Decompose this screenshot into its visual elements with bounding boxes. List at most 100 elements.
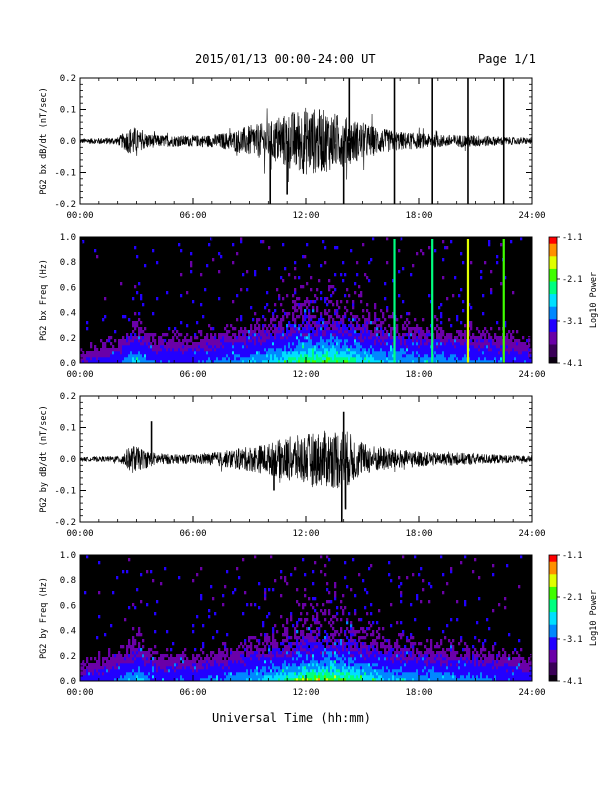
spectrogram-cell <box>242 357 245 361</box>
spectrogram-cell <box>406 345 409 349</box>
spectrogram-cell <box>486 357 489 361</box>
spectrogram-cell <box>154 675 157 679</box>
spectrogram-cell <box>326 321 329 325</box>
spectrogram-cell <box>156 600 159 604</box>
spectrogram-cell <box>330 354 333 358</box>
spectrogram-cell <box>152 312 155 316</box>
spectrogram-cell <box>360 291 363 295</box>
spectrogram-cell <box>482 357 485 361</box>
spectrogram-cell <box>362 342 365 346</box>
spectrogram-cell <box>104 633 107 637</box>
spectrogram-cell <box>306 669 309 673</box>
spectrogram-cell <box>292 333 295 337</box>
spectrogram-cell <box>506 360 509 364</box>
spectrogram-cell <box>228 669 231 673</box>
spectrogram-cell <box>356 336 359 340</box>
colorbar-step <box>549 249 557 253</box>
spectrogram-cell <box>342 354 345 358</box>
spectrogram-cell <box>388 315 391 319</box>
spectrogram-cell <box>168 339 171 343</box>
spectrogram-cell <box>422 357 425 361</box>
spectrogram-cell <box>296 339 299 343</box>
spectrogram-cell <box>284 651 287 655</box>
spectrogram-cell <box>452 294 455 298</box>
spectrogram-cell <box>490 336 493 340</box>
spectrogram-cell <box>244 675 247 679</box>
spectrogram-cell <box>294 672 297 676</box>
spectrogram-cell <box>336 330 339 334</box>
spectrogram-cell <box>358 663 361 667</box>
spectrogram-cell <box>200 669 203 673</box>
spectrogram-cell <box>96 360 99 364</box>
spectrogram-cell <box>320 297 323 301</box>
spectrogram-cell <box>344 669 347 673</box>
spectrogram-cell <box>382 357 385 361</box>
spectrogram-cell <box>330 648 333 652</box>
spectrogram-cell <box>242 660 245 664</box>
spectrogram-cell <box>276 348 279 352</box>
spectrogram-cell <box>302 339 305 343</box>
spectrogram-cell <box>496 351 499 355</box>
spectrogram-cell <box>486 342 489 346</box>
spectrogram-cell <box>368 342 371 346</box>
spectrogram-cell <box>448 336 451 340</box>
spectrogram-cell <box>302 654 305 658</box>
spectrogram-cell <box>128 678 131 682</box>
spectrogram-cell <box>84 672 87 676</box>
spectrogram-cell <box>258 651 261 655</box>
spectrogram-cell <box>178 660 181 664</box>
spectrogram-cell <box>456 348 459 352</box>
spectrogram-cell <box>228 336 231 340</box>
spectrogram-cell <box>136 675 139 679</box>
spectrogram-cell <box>238 351 241 355</box>
spectrogram-cell <box>324 327 327 331</box>
spectrogram-cell <box>418 336 421 340</box>
colorbar-step <box>549 360 557 364</box>
spectrogram-cell <box>186 663 189 667</box>
spectrogram-cell <box>512 354 515 358</box>
spectrogram-cell <box>304 360 307 364</box>
spectrogram-cell <box>98 672 101 676</box>
spectrogram-cell <box>248 675 251 679</box>
spectrogram-cell <box>90 672 93 676</box>
spectrogram-cell <box>104 348 107 352</box>
spectrogram-cell <box>372 351 375 355</box>
spectrogram-cell <box>484 357 487 361</box>
spectrogram-cell <box>210 342 213 346</box>
panel3-ytick-label: 0.1 <box>60 424 76 434</box>
spectrogram-cell <box>112 591 115 595</box>
spectrogram-cell <box>270 672 273 676</box>
spectrogram-cell <box>156 360 159 364</box>
spectrogram-cell <box>206 660 209 664</box>
spectrogram-cell <box>346 666 349 670</box>
spectrogram-cell <box>360 618 363 622</box>
spectrogram-cell <box>468 303 471 307</box>
spectrogram-cell <box>316 651 319 655</box>
spectrogram-cell <box>458 294 461 298</box>
spectrogram-cell <box>130 336 133 340</box>
spectrogram-cell <box>330 672 333 676</box>
spectrogram-cell <box>130 678 133 682</box>
spectrogram-cell <box>246 669 249 673</box>
spectrogram-cell <box>106 348 109 352</box>
spectrogram-cell <box>140 342 143 346</box>
spectrogram-cell <box>204 657 207 661</box>
spectrogram-cell <box>94 351 97 355</box>
spectrogram-cell <box>352 648 355 652</box>
spectrogram-cell <box>172 663 175 667</box>
spectrogram-cell <box>366 339 369 343</box>
spectrogram-cell <box>354 645 357 649</box>
spectrogram-cell <box>314 300 317 304</box>
spectrogram-cell <box>288 645 291 649</box>
spectrogram-cell <box>274 339 277 343</box>
spectrogram-cell <box>416 360 419 364</box>
spectrogram-cell <box>200 663 203 667</box>
spectrogram-cell <box>216 654 219 658</box>
spectrogram-cell <box>274 348 277 352</box>
spectrogram-cell <box>130 663 133 667</box>
spectrogram-cell <box>332 621 335 625</box>
spectrogram-cell <box>376 339 379 343</box>
spectrogram-cell <box>116 666 119 670</box>
spectrogram-cell <box>510 351 513 355</box>
spectrogram-cell <box>154 339 157 343</box>
